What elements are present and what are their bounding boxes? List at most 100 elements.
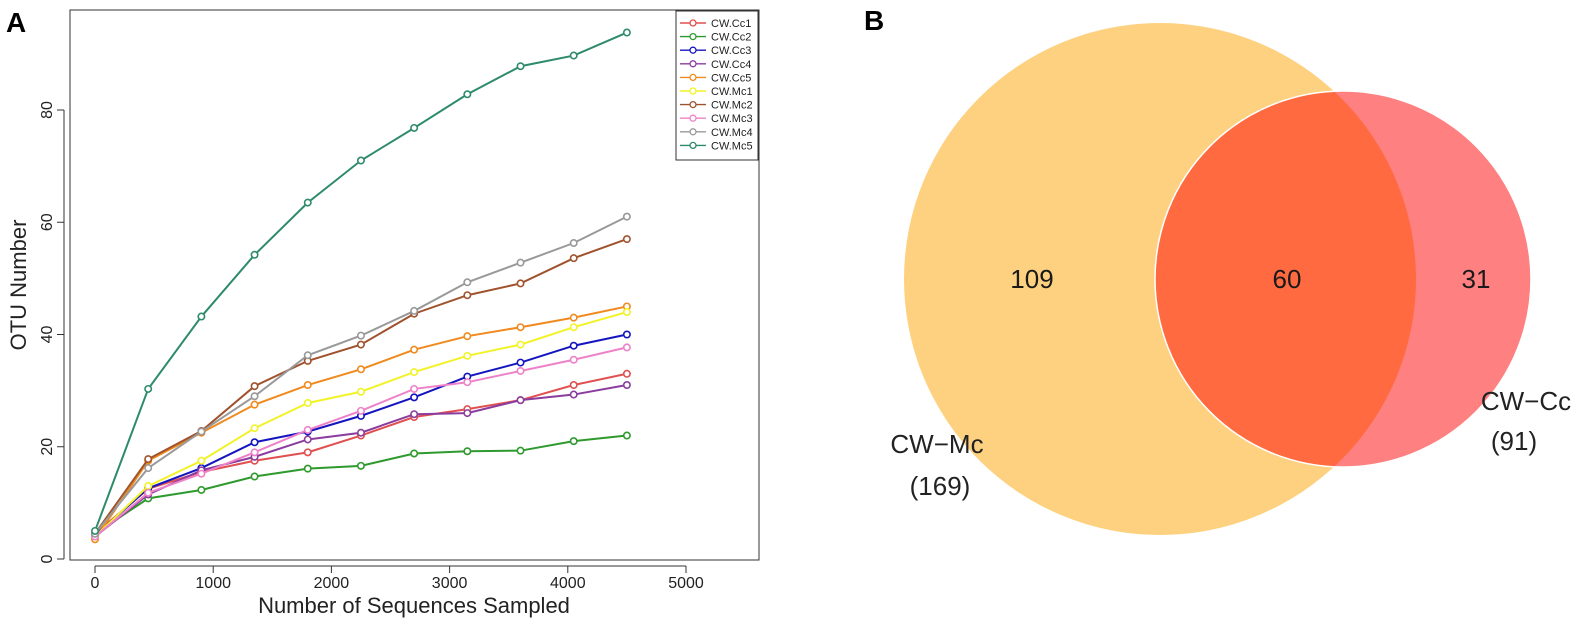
data-point <box>144 384 153 393</box>
legend-swatch-marker <box>689 60 697 68</box>
data-point <box>516 258 525 267</box>
data-point <box>250 382 259 391</box>
series-layer <box>91 28 631 544</box>
venn-count-mc-only: 109 <box>1010 264 1053 294</box>
legend-swatch-marker <box>689 141 697 150</box>
data-point <box>463 332 472 341</box>
data-point <box>197 485 206 494</box>
x-tick-label: 4000 <box>550 575 586 592</box>
data-point <box>410 384 419 393</box>
data-point <box>303 464 312 473</box>
data-point <box>516 62 525 71</box>
data-point <box>463 90 472 99</box>
data-point <box>197 312 206 321</box>
legend-label: CW.Mc4 <box>711 127 753 139</box>
data-point <box>569 381 578 390</box>
data-point <box>144 464 153 473</box>
data-point <box>197 427 206 436</box>
data-point <box>410 123 419 132</box>
legend-swatch-marker <box>689 19 697 27</box>
data-point <box>622 212 631 221</box>
data-point <box>303 398 312 407</box>
x-tick-label: 3000 <box>432 575 468 592</box>
data-point <box>303 448 312 457</box>
data-point <box>410 306 419 315</box>
y-tick-label: 20 <box>39 438 56 456</box>
panel-b-letter: B <box>864 5 884 36</box>
legend-label: CW.Cc1 <box>711 18 751 30</box>
series-cw-mc4 <box>91 212 631 538</box>
legend-label: CW.Mc5 <box>711 140 753 152</box>
data-point <box>569 313 578 322</box>
x-axis: 0 1000 2000 3000 4000 5000 <box>91 565 704 592</box>
x-tick-label: 0 <box>91 575 100 592</box>
legend-item: CW.Cc3 <box>680 45 751 57</box>
y-tick-label: 40 <box>39 326 56 344</box>
data-point <box>250 438 259 447</box>
y-tick-label: 80 <box>39 101 56 119</box>
legend-label: CW.Cc3 <box>711 45 751 57</box>
data-point <box>569 239 578 248</box>
panel-a: A 0 20 40 60 80 0 1000 2000 3000 4000 5000 Number… <box>6 7 760 618</box>
data-point <box>356 461 365 470</box>
venn-count-overlap: 60 <box>1273 264 1302 294</box>
y-axis-title: OTU Number <box>6 220 31 351</box>
data-point <box>144 482 153 491</box>
legend-item: CW.Mc4 <box>680 127 753 139</box>
data-point <box>463 278 472 287</box>
data-point <box>463 351 472 360</box>
data-point <box>303 435 312 444</box>
data-point <box>250 448 259 457</box>
data-point <box>410 345 419 354</box>
data-point <box>303 381 312 390</box>
data-point <box>410 368 419 377</box>
data-point <box>622 308 631 317</box>
venn-circle-cc-outline <box>1154 90 1532 468</box>
data-point <box>91 526 100 535</box>
legend-label: CW.Cc4 <box>711 59 751 71</box>
data-point <box>250 472 259 481</box>
data-point <box>569 390 578 399</box>
legend-item: CW.Mc2 <box>680 100 753 112</box>
data-point <box>516 366 525 375</box>
legend-swatch-marker <box>689 128 697 136</box>
legend-swatch-marker <box>689 87 697 95</box>
legend-label: CW.Mc2 <box>711 100 753 112</box>
data-point <box>356 406 365 415</box>
data-point <box>356 387 365 396</box>
legend-item: CW.Cc5 <box>680 72 751 84</box>
data-point <box>197 456 206 465</box>
data-point <box>516 358 525 367</box>
data-point <box>622 343 631 352</box>
data-point <box>622 330 631 339</box>
data-point <box>197 469 206 478</box>
series-line <box>94 215 628 535</box>
series-cw-cc5 <box>91 302 631 544</box>
legend-swatch-marker <box>689 73 697 82</box>
data-point <box>622 235 631 244</box>
data-point <box>250 392 259 401</box>
series-line <box>94 346 628 538</box>
data-point <box>516 323 525 332</box>
data-point <box>622 28 631 37</box>
data-point <box>356 331 365 340</box>
data-point <box>516 340 525 349</box>
legend-item: CW.Cc1 <box>680 18 751 30</box>
data-point <box>463 291 472 300</box>
data-point <box>622 381 631 390</box>
data-point <box>516 279 525 288</box>
data-point <box>622 431 631 440</box>
series-line <box>94 238 628 535</box>
panel-b: B 109 60 31 CW−Mc (169) CW−Cc (91) <box>864 5 1571 535</box>
venn-set-label-cc: CW−Cc <box>1481 386 1571 416</box>
venn-set-total-cc: (91) <box>1491 426 1537 456</box>
data-point <box>144 455 153 464</box>
data-point <box>516 446 525 455</box>
data-point <box>250 400 259 409</box>
data-point <box>303 425 312 434</box>
data-point <box>569 51 578 60</box>
data-point <box>463 378 472 387</box>
data-point <box>622 369 631 378</box>
legend-swatch-marker <box>689 114 697 122</box>
